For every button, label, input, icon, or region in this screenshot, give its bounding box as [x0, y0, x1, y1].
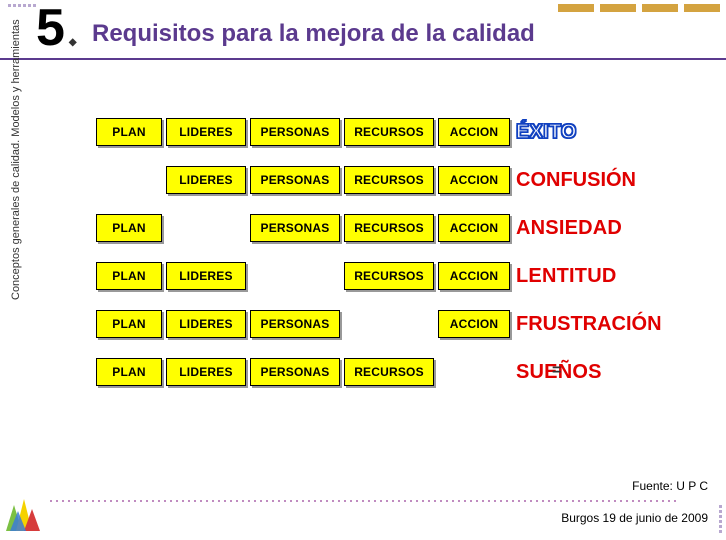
matrix-cell-lideres: LIDERES — [166, 262, 246, 290]
matrix-cell-personas: PERSONAS — [250, 310, 340, 338]
outcome-suenos: SUEÑOS — [514, 358, 654, 386]
matrix-cell-accion: ACCION — [438, 262, 510, 290]
right-dots-deco — [719, 505, 722, 533]
matrix-cell-personas: PERSONAS — [250, 166, 340, 194]
matrix-cell-lideres: LIDERES — [166, 166, 246, 194]
outcome-ansiedad: ANSIEDAD — [514, 214, 654, 242]
matrix-cell-accion: ACCION — [438, 118, 510, 146]
matrix-cell-plan: PLAN — [96, 214, 162, 242]
matrix-cell-accion: ACCION — [438, 310, 510, 338]
header-accent-bars — [558, 4, 720, 12]
matrix-cell-lideres: LIDERES — [166, 310, 246, 338]
matrix-cell-recursos: RECURSOS — [344, 166, 434, 194]
page-title: Requisitos para la mejora de la calidad — [92, 20, 535, 48]
matrix-cell-lideres: LIDERES — [166, 358, 246, 386]
matrix-cell-recursos: RECURSOS — [344, 118, 434, 146]
matrix-cell-plan: PLAN — [96, 358, 162, 386]
matrix-cell-plan: PLAN — [96, 118, 162, 146]
matrix-cell-empty — [166, 214, 250, 242]
matrix-cell-accion: ACCION — [438, 214, 510, 242]
requirements-matrix: PLANLIDERESPERSONASRECURSOSACCIONÉXITOLI… — [96, 118, 654, 386]
outcome-lentitud: LENTITUD — [514, 262, 654, 290]
footer-text: Burgos 19 de junio de 2009 — [561, 511, 708, 525]
corner-logo — [2, 491, 46, 535]
matrix-cell-empty — [344, 310, 438, 338]
matrix-cell-personas: PERSONAS — [250, 118, 340, 146]
matrix-cell-recursos: RECURSOS — [344, 262, 434, 290]
matrix-cell-empty — [96, 166, 166, 194]
slide-number: 5◆ — [36, 0, 77, 58]
outcome-exito: ÉXITO — [514, 118, 654, 146]
matrix-cell-recursos: RECURSOS — [344, 214, 434, 242]
matrix-cell-accion: ACCION — [438, 166, 510, 194]
header: 5◆ Requisitos para la mejora de la calid… — [0, 2, 726, 60]
outcome-confusion: CONFUSIÓN — [514, 166, 654, 194]
matrix-cell-plan: PLAN — [96, 310, 162, 338]
outcome-frustracion: FRUSTRACIÓN — [514, 310, 654, 338]
matrix-cell-empty — [250, 262, 344, 290]
matrix-cell-empty — [438, 358, 514, 386]
source-label: Fuente: U P C — [632, 479, 708, 493]
slide-number-value: 5 — [36, 0, 65, 57]
matrix-cell-plan: PLAN — [96, 262, 162, 290]
sidebar-vertical-text: Conceptos generales de calidad. Modelos … — [10, 19, 22, 300]
equals-icon: = — [552, 362, 561, 380]
matrix-cell-personas: PERSONAS — [250, 358, 340, 386]
matrix-cell-personas: PERSONAS — [250, 214, 340, 242]
diamond-icon: ◆ — [69, 37, 77, 48]
dotted-divider — [48, 499, 676, 503]
matrix-cell-recursos: RECURSOS — [344, 358, 434, 386]
matrix-cell-lideres: LIDERES — [166, 118, 246, 146]
